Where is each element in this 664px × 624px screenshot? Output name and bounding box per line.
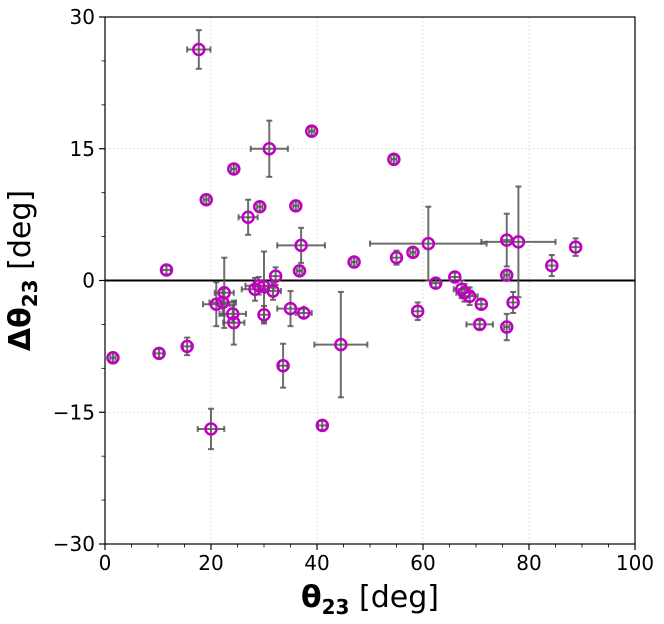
data-point-marker: [209, 297, 224, 311]
data-point-marker: [474, 297, 489, 311]
data-point-marker: [266, 284, 280, 298]
error-bar: [369, 205, 488, 282]
error-bar: [230, 163, 238, 175]
error-bar: [277, 342, 289, 389]
x-tick-label: 100: [616, 551, 654, 575]
data-point-marker: [292, 264, 307, 278]
y-tick-label: −15: [53, 400, 95, 424]
y-tick-label: 0: [82, 269, 95, 293]
data-point-marker: [204, 422, 218, 436]
data-point-marker: [262, 142, 277, 156]
error-bar: [465, 319, 494, 330]
data-markers: [106, 42, 583, 436]
error-bar: [506, 290, 520, 314]
data-point-marker: [257, 308, 271, 322]
x-tick-label: 60: [410, 551, 435, 575]
error-bar: [256, 201, 264, 213]
y-tick-label: 15: [70, 137, 95, 161]
data-point-marker: [472, 317, 487, 332]
data-point-marker: [545, 258, 559, 273]
data-point-marker: [499, 320, 514, 334]
data-point-marker: [511, 235, 526, 249]
error-bar: [503, 312, 511, 342]
data-point-marker: [410, 304, 425, 318]
data-point-marker: [268, 269, 283, 283]
error-bar: [109, 352, 117, 364]
axis-ticks: 0 20 40 60 80 100 −30 −15 0 15 30: [53, 5, 654, 575]
y-axis-label-unit: [deg]: [3, 190, 38, 280]
data-point-marker: [406, 245, 420, 260]
error-bar: [350, 256, 358, 268]
data-point-marker: [297, 306, 311, 320]
data-point-marker: [448, 270, 462, 284]
data-point-marker: [428, 276, 443, 290]
x-axis-label: θ23 [deg]: [301, 580, 439, 619]
data-point-marker: [159, 263, 174, 277]
data-point-marker: [253, 199, 267, 214]
data-point-marker: [106, 351, 120, 365]
x-tick-label: 0: [99, 551, 112, 575]
data-point-marker: [421, 236, 436, 251]
data-point-marker: [387, 152, 401, 167]
data-point-marker: [462, 289, 477, 304]
error-bar: [249, 119, 289, 178]
error-bar: [390, 153, 398, 165]
error-bar: [313, 290, 369, 399]
x-tick-label: 40: [304, 551, 329, 575]
data-point-marker: [294, 238, 308, 253]
x-tick-label: 20: [198, 551, 223, 575]
x-axis-label-symbol: θ: [301, 580, 322, 615]
error-bar: [500, 212, 514, 268]
data-point-marker: [276, 358, 290, 373]
x-tick-label: 80: [516, 551, 541, 575]
data-point-marker: [315, 418, 330, 433]
y-axis-label: Δθ23 [deg]: [3, 190, 42, 351]
data-point-marker: [251, 279, 266, 293]
error-bar: [503, 269, 511, 281]
data-point-marker: [334, 337, 348, 352]
x-axis-label-subscript: 23: [322, 595, 350, 619]
error-bar: [196, 407, 226, 451]
error-bar: [409, 247, 417, 258]
x-axis-label-unit: [deg]: [349, 580, 439, 615]
y-axis-label-subscript: 23: [18, 279, 42, 307]
data-point-marker: [499, 268, 514, 282]
data-point-marker: [215, 295, 230, 310]
error-bar: [276, 226, 326, 264]
error-bar: [308, 125, 316, 137]
error-bars: [109, 29, 582, 451]
data-point-marker: [304, 124, 319, 138]
data-point-marker: [180, 339, 194, 354]
data-point-marker: [227, 315, 241, 330]
data-point-marker: [225, 307, 240, 321]
data-point-marker: [199, 192, 213, 207]
error-bar: [295, 265, 304, 277]
data-point-marker: [347, 255, 361, 269]
y-tick-label: −30: [53, 532, 95, 556]
data-point-marker: [289, 199, 303, 213]
error-bar: [202, 194, 210, 206]
data-point-marker: [506, 295, 520, 310]
y-axis-label-prefix: Δθ: [3, 307, 38, 351]
minor-ticks: [101, 60, 609, 548]
data-point-marker: [389, 250, 404, 265]
data-point-marker: [283, 301, 298, 316]
error-bar: [292, 200, 300, 212]
error-bar: [545, 254, 559, 278]
data-point-marker: [241, 210, 255, 225]
data-point-marker: [192, 42, 206, 57]
data-point-marker: [227, 162, 241, 176]
y-tick-label: 30: [70, 5, 95, 29]
data-point-marker: [152, 346, 166, 361]
data-point-marker: [568, 240, 583, 254]
error-bar: [186, 29, 212, 70]
